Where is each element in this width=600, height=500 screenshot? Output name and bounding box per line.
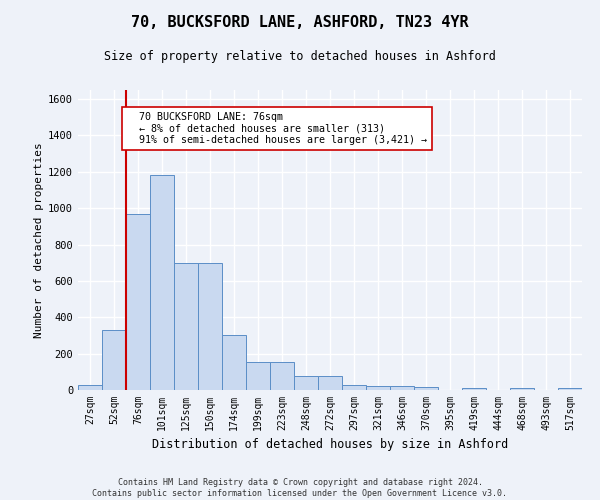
Bar — [102, 330, 126, 390]
Text: Contains HM Land Registry data © Crown copyright and database right 2024.
Contai: Contains HM Land Registry data © Crown c… — [92, 478, 508, 498]
Text: 70, BUCKSFORD LANE, ASHFORD, TN23 4YR: 70, BUCKSFORD LANE, ASHFORD, TN23 4YR — [131, 15, 469, 30]
Bar — [150, 174, 174, 390]
Bar — [510, 388, 534, 390]
Bar — [294, 376, 318, 390]
Text: Size of property relative to detached houses in Ashford: Size of property relative to detached ho… — [104, 50, 496, 63]
Bar — [366, 386, 390, 390]
Bar — [558, 388, 582, 390]
X-axis label: Distribution of detached houses by size in Ashford: Distribution of detached houses by size … — [152, 438, 508, 452]
Bar — [462, 388, 486, 390]
Bar — [198, 262, 222, 390]
Text: 70 BUCKSFORD LANE: 76sqm
  ← 8% of detached houses are smaller (313)
  91% of se: 70 BUCKSFORD LANE: 76sqm ← 8% of detache… — [127, 112, 427, 145]
Bar — [390, 386, 414, 390]
Bar — [318, 376, 342, 390]
Bar — [246, 362, 270, 390]
Y-axis label: Number of detached properties: Number of detached properties — [34, 142, 44, 338]
Bar — [126, 214, 150, 390]
Bar — [174, 262, 198, 390]
Bar — [342, 386, 366, 390]
Bar — [78, 386, 102, 390]
Bar — [222, 334, 246, 390]
Bar — [270, 362, 294, 390]
Bar — [414, 388, 438, 390]
